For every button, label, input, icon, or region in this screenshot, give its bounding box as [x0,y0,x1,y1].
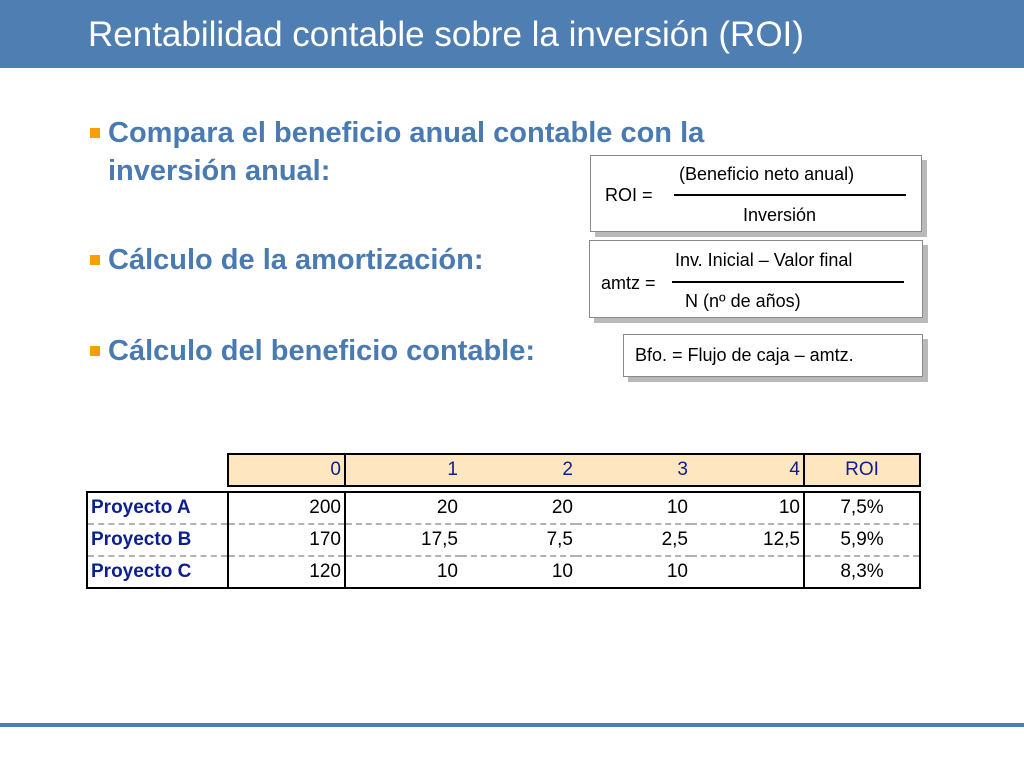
footer-line [0,723,1024,727]
roi-table: 0 1 2 3 4 ROI Proyecto A 200 20 20 10 10… [86,453,921,589]
roi-fraction-line [674,194,906,196]
table-cell: 10 [576,491,691,525]
amtz-formula-lhs: amtz = [601,273,656,293]
table-cell: 170 [228,524,346,557]
bullet-marker [90,128,100,138]
roi-formula-numerator: (Beneficio neto anual) [679,164,855,184]
table-header-row: 0 1 2 3 4 ROI [87,453,921,487]
bullet-2-text: Cálculo de la amortización: [108,244,484,276]
roi-formula-box: ROI = (Beneficio neto anual) Inversión [590,155,922,232]
bfo-formula-box: Bfo. = Flujo de caja – amtz. [623,334,923,377]
amtz-formula-denominator: N (nº de años) [685,291,801,311]
bullet-3-text: Cálculo del beneficio contable: [108,335,536,367]
bullet-1-line-2: inversión anual: [108,155,331,187]
table-header-cell: 2 [461,453,576,487]
table-header-blank [87,454,228,486]
table-cell: 10 [576,556,691,589]
slide-title: Rentabilidad contable sobre la inversión… [88,15,804,54]
bullet-1-line-1: Compara el beneficio anual contable con … [108,117,705,149]
table-header-cell: 1 [345,453,461,487]
table-header-cell: 0 [227,453,346,487]
table-header-cell: 3 [576,453,691,487]
amtz-formula-numerator: Inv. Inicial – Valor final [675,250,853,270]
table-cell: 200 [228,491,346,525]
table-cell-roi: 5,9% [804,524,921,557]
bfo-formula-text: Bfo. = Flujo de caja – amtz. [635,345,854,365]
table-cell: 120 [228,556,346,589]
table-cell: 10 [345,556,461,589]
bullet-marker [90,255,100,265]
table-cell-roi: 8,3% [804,556,921,589]
table-cell [691,556,805,589]
table-row: Proyecto C 120 10 10 10 8,3% [86,556,921,589]
roi-formula-denominator: Inversión [743,205,817,225]
table-row-label: Proyecto A [86,491,229,525]
table-row-label: Proyecto C [86,556,229,589]
roi-formula-lhs: ROI = [605,185,653,205]
table-cell: 2,5 [576,524,691,557]
table-row: Proyecto B 170 17,5 7,5 2,5 12,5 5,9% [86,524,921,557]
table-cell: 12,5 [691,524,805,557]
table-header-cell: 4 [691,453,805,487]
bullet-marker [90,346,100,356]
table-cell: 7,5 [461,524,576,557]
table-cell: 10 [691,491,805,525]
amtz-fraction-line [672,281,904,283]
table-row: Proyecto A 200 20 20 10 10 7,5% [86,491,921,525]
table-cell: 20 [461,491,576,525]
amtz-formula-box: amtz = Inv. Inicial – Valor final N (nº … [589,240,923,318]
table-header-roi: ROI [804,453,921,487]
title-bar [0,0,1024,68]
table-cell: 20 [345,491,461,525]
table-row-label: Proyecto B [86,524,229,557]
table-cell: 10 [461,556,576,589]
table-cell: 17,5 [345,524,461,557]
table-cell-roi: 7,5% [804,491,921,525]
